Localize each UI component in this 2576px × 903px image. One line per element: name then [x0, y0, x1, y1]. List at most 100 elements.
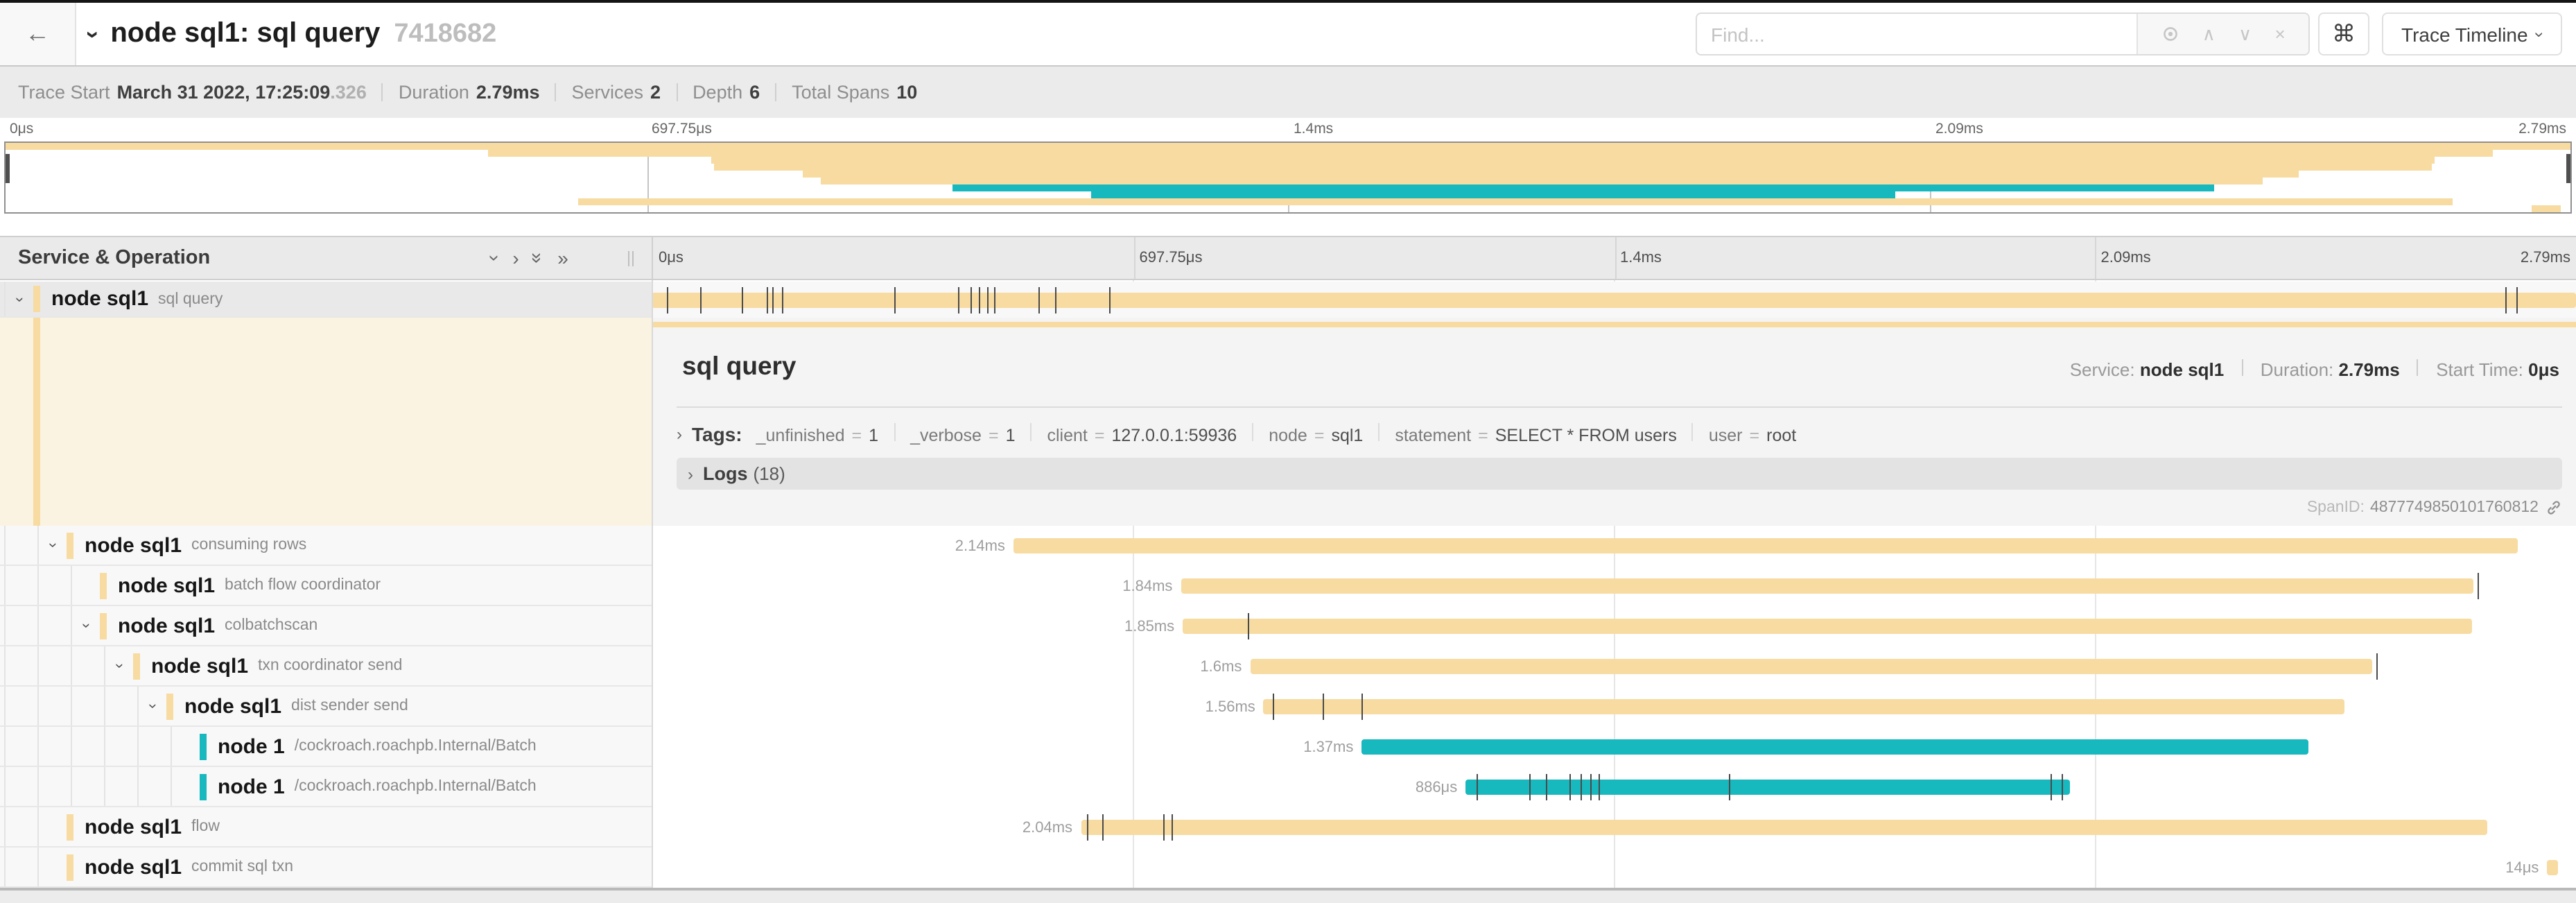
trace-collapse-chevron-icon[interactable]: ›	[80, 30, 107, 38]
prev-result-icon[interactable]: ∧	[2202, 24, 2216, 44]
minimap-span-bar	[2532, 205, 2561, 212]
minimap-canvas[interactable]	[4, 141, 2572, 214]
tag-divider	[1691, 423, 1694, 441]
minimap-right-scrubber[interactable]	[2566, 154, 2570, 183]
span-color-stripe	[67, 532, 73, 558]
tick-label: 0μs	[10, 121, 34, 137]
span-detail-row: sql query Service: node sql1 Duration: 2…	[0, 318, 2576, 526]
span-bar-cell[interactable]: 14μs	[652, 848, 2576, 888]
locate-icon[interactable]	[2161, 25, 2179, 43]
trace-summary-bar: Trace Start March 31 2022, 17:25:09.326 Du…	[0, 67, 2576, 118]
span-tree-cell[interactable]: node 1/cockroach.roachpb.Internal/Batch	[0, 727, 652, 767]
span-bar[interactable]	[652, 292, 2576, 307]
span-tree-cell[interactable]: node sql1 flow	[0, 807, 652, 848]
span-bar[interactable]	[1183, 619, 2473, 634]
span-bar[interactable]	[1013, 538, 2518, 553]
tag-item: statement = SELECT * FROM users	[1395, 426, 1677, 445]
top-bar: ← › node sql1: sql query 7418682 ∧ ∨ × ⌘…	[0, 0, 2576, 67]
expand-one-icon[interactable]: ›	[512, 247, 519, 269]
span-operation-name: batch flow coordinator	[225, 577, 381, 594]
span-tree-cell[interactable]: › node sql1 colbatchscan	[0, 606, 652, 646]
span-log-tick	[1569, 774, 1572, 800]
span-bar[interactable]	[1250, 659, 2372, 674]
column-resizer-grip[interactable]	[628, 251, 634, 266]
span-id-label: SpanID:	[2306, 499, 2365, 516]
summary-value: March 31 2022, 17:25:09	[116, 82, 331, 103]
span-tree-toggle-icon[interactable]: ›	[11, 296, 28, 302]
span-bar-cell[interactable]: 1.37ms	[652, 727, 2576, 767]
span-bar[interactable]	[2547, 860, 2559, 875]
span-bar[interactable]	[1181, 578, 2474, 594]
summary-divider	[555, 83, 557, 101]
summary-value-suffix: .326	[330, 82, 367, 103]
span-log-tick	[1055, 286, 1057, 313]
minimap-row	[6, 171, 2570, 178]
span-tree-cell[interactable]: node sql1 batch flow coordinator	[0, 566, 652, 606]
span-bar-cell[interactable]: 1.6ms	[652, 646, 2576, 687]
timeline-column-header: Service & Operation › › » » 0μs 697.75μs 1…	[0, 236, 2576, 280]
minimap-row	[6, 178, 2570, 184]
logs-accordion[interactable]: › Logs (18)	[677, 458, 2562, 490]
span-bar[interactable]	[1081, 820, 2488, 835]
collapse-all-icon[interactable]: »	[527, 252, 550, 264]
root-span-row-holder: › node sql1 sql query	[0, 282, 2576, 318]
minimap-row	[6, 164, 2570, 171]
span-operation-name: /cockroach.roachpb.Internal/Batch	[294, 738, 537, 755]
span-log-tick	[971, 286, 973, 313]
span-tree-toggle-icon[interactable]: ›	[44, 542, 61, 548]
span-tree-cell[interactable]: › node sql1 dist sender send	[0, 687, 652, 727]
span-operation-name: /cockroach.roachpb.Internal/Batch	[294, 778, 537, 795]
span-bar-cell[interactable]: 2.14ms	[652, 526, 2576, 566]
span-tree-toggle-icon[interactable]: ›	[144, 703, 161, 709]
link-icon[interactable]	[2545, 499, 2562, 516]
span-bar[interactable]	[1361, 739, 2309, 755]
span-bar-cell[interactable]	[652, 282, 2576, 318]
tag-equals: =	[1314, 426, 1325, 445]
collapse-one-icon[interactable]: ›	[484, 255, 507, 261]
minimap-row	[6, 205, 2570, 212]
span-tree-toggle-icon[interactable]: ›	[111, 663, 128, 669]
tick-label: 2.79ms	[2518, 121, 2566, 137]
span-log-tick	[1109, 286, 1111, 313]
span-duration-label: 1.56ms	[1205, 698, 1255, 715]
clear-search-icon[interactable]: ×	[2274, 24, 2286, 44]
span-row: node 1/cockroach.roachpb.Internal/Batch 8…	[0, 767, 2576, 807]
span-log-tick	[1729, 774, 1731, 800]
service-label: Service:	[2069, 359, 2135, 380]
minimap-row	[6, 184, 2570, 191]
span-tree-cell[interactable]: node sql1 commit sql txn	[0, 848, 652, 888]
keyboard-shortcuts-button[interactable]: ⌘	[2318, 12, 2369, 55]
span-log-tick	[1038, 286, 1040, 313]
span-row: node sql1 flow 2.04ms	[0, 807, 2576, 848]
span-log-tick	[2062, 774, 2064, 800]
tag-divider	[1252, 423, 1254, 441]
span-tree-cell[interactable]: › node sql1 sql query	[0, 282, 652, 318]
service-value: node sql1	[2139, 359, 2225, 380]
span-bar[interactable]	[1263, 699, 2345, 714]
span-tree-toggle-icon[interactable]: ›	[78, 623, 94, 628]
span-tree-cell[interactable]: › node sql1 txn coordinator send	[0, 646, 652, 687]
span-bar[interactable]	[1465, 780, 2070, 795]
find-input[interactable]	[1697, 14, 2136, 54]
span-service-name: node sql1	[85, 855, 182, 879]
span-bar-cell[interactable]: 886μs	[652, 767, 2576, 807]
span-bar-cell[interactable]: 1.85ms	[652, 606, 2576, 646]
expand-all-icon[interactable]: »	[557, 247, 568, 269]
next-result-icon[interactable]: ∨	[2238, 24, 2252, 44]
span-tree-cell[interactable]: › node sql1 consuming rows	[0, 526, 652, 566]
span-color-stripe	[100, 572, 107, 599]
span-log-tick	[1590, 774, 1592, 800]
span-bar-cell[interactable]: 1.56ms	[652, 687, 2576, 727]
back-button[interactable]: ←	[0, 3, 76, 65]
span-color-stripe	[100, 612, 107, 639]
span-bar-cell[interactable]: 2.04ms	[652, 807, 2576, 848]
span-duration-label: 1.84ms	[1122, 578, 1173, 594]
span-color-stripe	[67, 854, 73, 880]
summary-divider	[381, 83, 383, 101]
ruler-divider	[1133, 237, 1135, 279]
span-bar-cell[interactable]: 1.84ms	[652, 566, 2576, 606]
minimap-left-scrubber[interactable]	[6, 154, 10, 183]
span-tree-cell[interactable]: node 1/cockroach.roachpb.Internal/Batch	[0, 767, 652, 807]
view-selector-button[interactable]: Trace Timeline ›	[2382, 12, 2563, 55]
tags-accordion[interactable]: › Tags: _unfinished = 1 _verbose = 1 client = 12…	[677, 420, 1796, 448]
